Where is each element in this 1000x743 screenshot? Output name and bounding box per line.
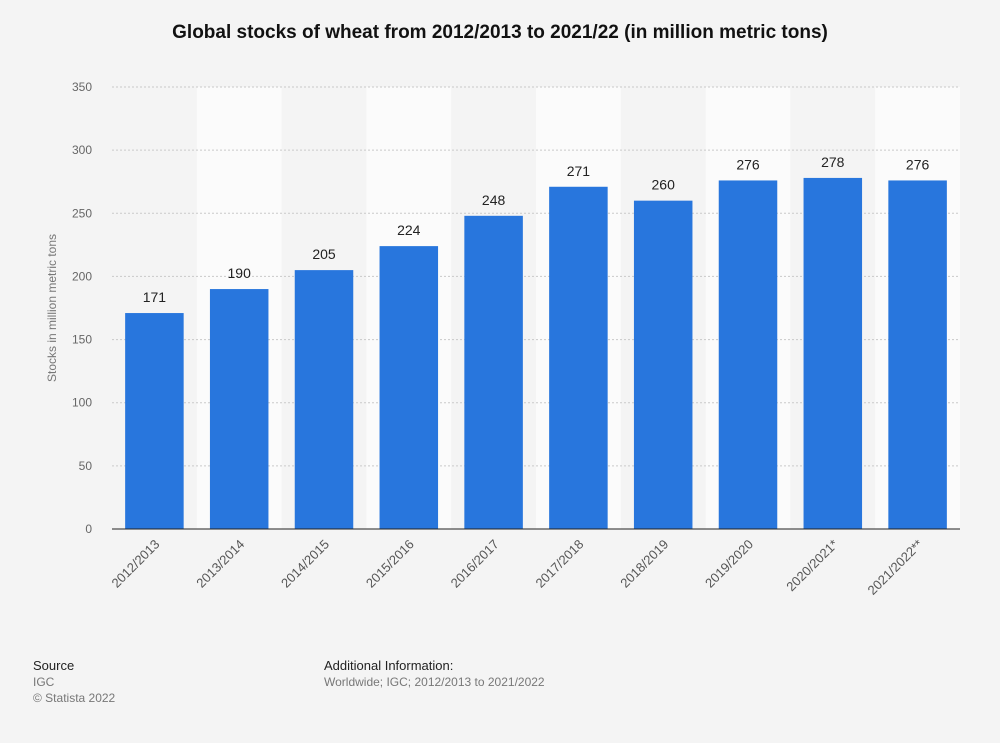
bar[interactable]: [209, 289, 269, 529]
y-tick-label: 150: [72, 333, 92, 347]
y-axis-ticks: 0 50 100 150 200 250 300 350: [72, 80, 92, 536]
source-text[interactable]: IGC: [33, 675, 55, 689]
x-tick-label: 2017/2018: [532, 537, 586, 591]
bar-value-label: 171: [143, 289, 167, 305]
additional-info-text: Worldwide; IGC; 2012/2013 to 2021/2022: [324, 675, 545, 689]
additional-info-block: Additional Information: Worldwide; IGC; …: [324, 658, 545, 690]
source-block: Source IGC © Statista 2022: [33, 658, 115, 706]
bar-value-label: 271: [567, 163, 591, 179]
y-tick-label: 350: [72, 80, 92, 94]
x-axis-ticks: 2012/2013 2013/2014 2014/2015 2015/2016 2016…: [108, 537, 925, 598]
value-labels: 171 190 205 224 248 271 260 276 278 276: [143, 154, 930, 305]
copyright-text[interactable]: © Statista 2022: [33, 691, 116, 705]
bar[interactable]: [633, 200, 693, 529]
additional-info-heading: Additional Information:: [324, 658, 454, 673]
bar[interactable]: [803, 177, 863, 529]
y-tick-label: 0: [85, 522, 92, 536]
bar-value-label: 205: [312, 246, 336, 262]
bar-value-label: 224: [397, 222, 421, 238]
bar-value-label: 278: [821, 154, 845, 170]
bar-value-label: 276: [906, 156, 930, 172]
x-tick-label: 2019/2020: [702, 537, 756, 591]
x-tick-label: 2015/2016: [363, 537, 417, 591]
bar-value-label: 276: [736, 156, 760, 172]
bar[interactable]: [379, 246, 439, 529]
y-tick-label: 50: [79, 459, 93, 473]
bar[interactable]: [294, 270, 354, 529]
y-tick-label: 200: [72, 269, 92, 283]
bar[interactable]: [549, 186, 608, 529]
source-heading: Source: [33, 658, 75, 673]
chart-title: Global stocks of wheat from 2012/2013 to…: [172, 22, 828, 43]
bar[interactable]: [464, 215, 523, 529]
bar[interactable]: [888, 180, 947, 530]
y-tick-label: 100: [72, 396, 92, 410]
y-tick-label: 300: [72, 143, 92, 157]
bar-value-label: 260: [652, 177, 676, 193]
x-tick-label: 2014/2015: [278, 537, 332, 591]
x-tick-label: 2016/2017: [448, 537, 502, 591]
bar-value-label: 190: [228, 265, 252, 281]
x-tick-label: 2021/2022**: [865, 537, 926, 598]
bars: [125, 177, 947, 530]
y-tick-label: 250: [72, 206, 92, 220]
x-tick-label: 2012/2013: [108, 537, 162, 591]
bar[interactable]: [718, 180, 778, 530]
x-tick-label: 2018/2019: [617, 537, 671, 591]
x-tick-label: 2013/2014: [193, 537, 247, 591]
y-axis-label: Stocks in million metric tons: [45, 234, 59, 382]
x-tick-label: 2020/2021*: [783, 537, 841, 595]
bar[interactable]: [125, 313, 184, 529]
bar-value-label: 248: [482, 192, 506, 208]
